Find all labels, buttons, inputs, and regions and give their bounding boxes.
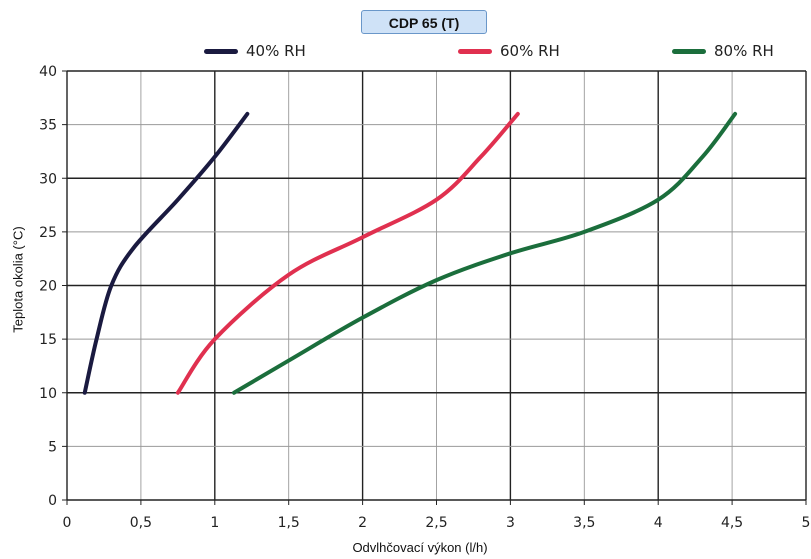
x-tick-label: 4,5 (721, 515, 743, 531)
y-tick-label: 20 (39, 279, 57, 295)
tick-labels: 0 0,5 1 1,5 2 2,5 3 3,5 4 4,5 5 0 5 10 15 20 25 30 35 40 (39, 64, 810, 531)
legend-swatch-60 (458, 48, 492, 54)
legend-item-40: 40% RH (204, 40, 306, 62)
x-tick-label: 2 (358, 515, 367, 531)
x-tick-label: 0 (63, 515, 72, 531)
legend-label-40: 40% RH (246, 42, 306, 60)
series-group (82, 111, 738, 395)
y-tick-label: 35 (39, 118, 57, 134)
y-tick-label: 25 (39, 225, 57, 241)
y-tick-label: 0 (48, 493, 57, 509)
series-line-1 (82, 111, 250, 395)
axes (62, 70, 807, 505)
x-tick-label: 1,5 (278, 515, 300, 531)
x-tick-label: 5 (802, 515, 811, 531)
series-line-3 (232, 111, 738, 395)
legend-swatch-80 (672, 48, 706, 54)
y-tick-label: 15 (39, 332, 57, 348)
x-tick-label: 2,5 (425, 515, 447, 531)
legend-label-80: 80% RH (714, 42, 774, 60)
y-tick-label: 30 (39, 171, 57, 187)
y-tick-label: 40 (39, 64, 57, 80)
x-tick-label: 1 (210, 515, 219, 531)
legend-item-60: 60% RH (458, 40, 560, 62)
y-tick-label: 10 (39, 386, 57, 402)
x-tick-label: 3,5 (573, 515, 595, 531)
legend-item-80: 80% RH (672, 40, 774, 62)
legend-swatch-40 (204, 48, 238, 54)
x-tick-label: 3 (506, 515, 515, 531)
y-axis-label: Teplota okolia (°C) (10, 226, 26, 333)
x-tick-label: 4 (654, 515, 663, 531)
x-axis-label: Odvlhčovací výkon (l/h) (352, 540, 488, 555)
y-tick-label: 5 (48, 439, 57, 455)
chart-title: CDP 65 (T) (361, 10, 487, 34)
series-line-2 (175, 111, 520, 395)
grid (67, 70, 807, 500)
legend-label-60: 60% RH (500, 42, 560, 60)
x-tick-label: 0,5 (130, 515, 152, 531)
